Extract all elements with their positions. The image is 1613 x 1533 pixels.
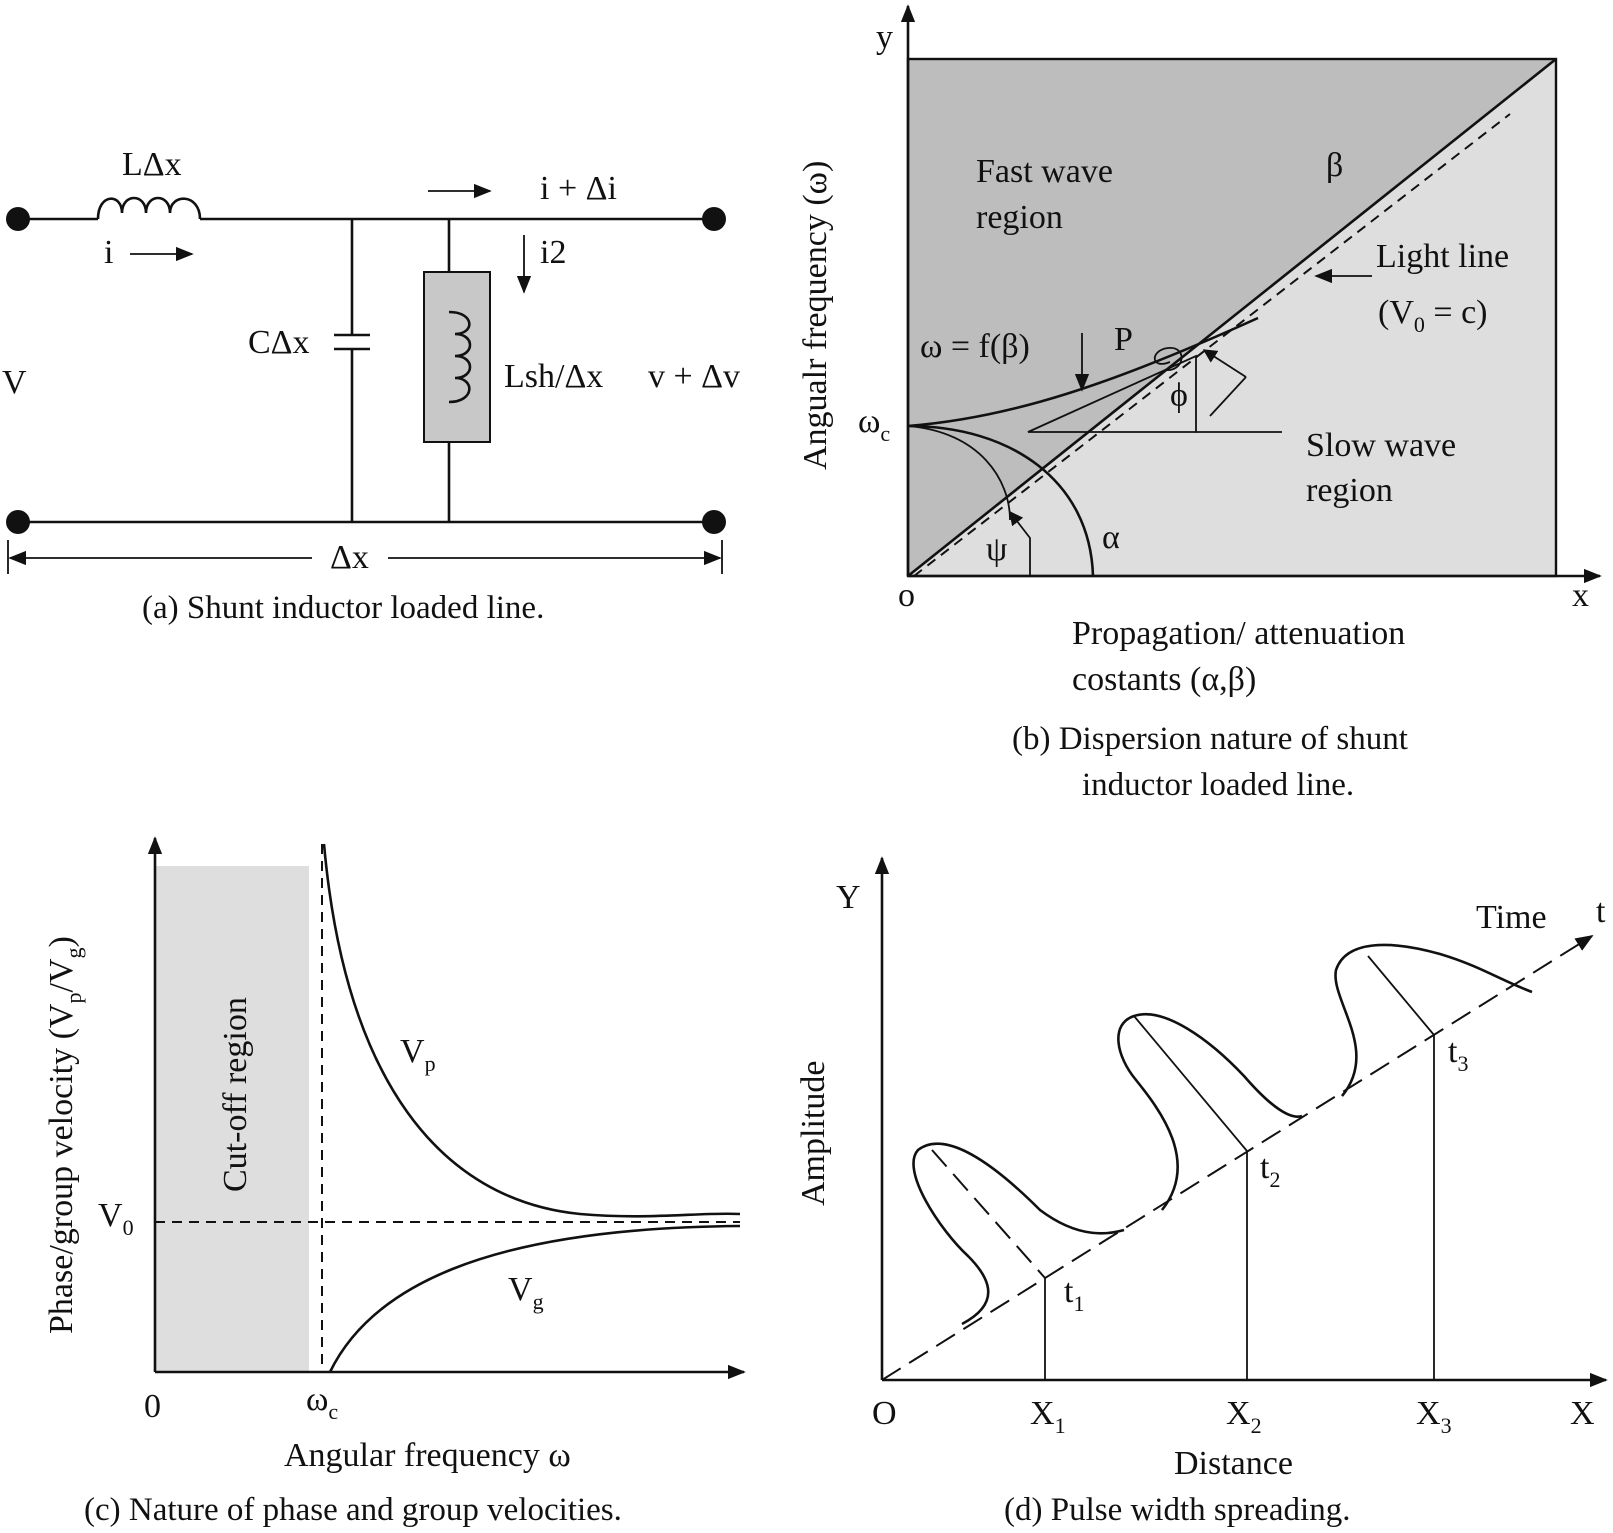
pulse-2	[1117, 1013, 1303, 1211]
series-inductor-coil	[96, 196, 202, 220]
light-line-label: Light line	[1376, 238, 1509, 275]
phi-angle-bracket	[1209, 376, 1247, 417]
capacitor-plates	[334, 333, 370, 351]
cutoff-region	[155, 866, 309, 1372]
t3-label: t3	[1448, 1033, 1468, 1076]
panel-b-caption-line2: inductor loaded line.	[1082, 767, 1354, 803]
panel-c-caption: (c) Nature of phase and group velocities…	[84, 1492, 622, 1528]
current-out-label: i + Δi	[540, 170, 617, 207]
x2-label: X2	[1226, 1395, 1262, 1438]
current-in-label: i	[104, 234, 113, 271]
fast-region-label-line2: region	[976, 199, 1063, 236]
cutoff-region-label: Cut-off region	[217, 997, 254, 1192]
y-axis-letter: y	[876, 19, 893, 56]
v0-label: V0	[98, 1197, 134, 1240]
y-axis-label: Amplitude	[795, 1061, 832, 1206]
x3-label: X3	[1416, 1395, 1452, 1438]
shunt-inductor-label: Lsh/Δx	[504, 358, 603, 395]
time-axis	[881, 935, 1594, 1381]
pulse-1	[912, 1142, 1125, 1326]
psi-angle-arrow	[1009, 510, 1031, 576]
voltage-out-label: v + Δv	[648, 358, 740, 395]
light-line-equation: (V0 = c)	[1378, 294, 1487, 337]
fast-region-label-line1: Fast wave	[976, 153, 1113, 190]
t-axis-letter: t	[1596, 893, 1606, 930]
capacitor-label: CΔx	[248, 324, 310, 361]
voltage-in-label: V	[2, 364, 27, 401]
dispersion-curve	[907, 316, 1259, 428]
t2-label: t2	[1260, 1149, 1280, 1192]
zero-label: 0	[144, 1388, 161, 1425]
y-axis-letter: Y	[836, 879, 861, 916]
slow-region-label-line1: Slow wave	[1306, 427, 1456, 464]
beta-label: β	[1326, 147, 1343, 184]
panel-d-pulse: Y X O Amplitude Distance Time t t1 t2 t3…	[795, 856, 1608, 1528]
panel-b-dispersion: y x o Angualr frequency (ω) Propagation/…	[797, 4, 1602, 803]
phi-angle-arrow	[1202, 349, 1247, 378]
pulse-1-peak-line	[931, 1149, 1046, 1279]
x1-label: X1	[1030, 1395, 1066, 1438]
beta-line	[907, 57, 1557, 578]
origin-label: O	[872, 1395, 897, 1432]
pulse-3	[1334, 943, 1533, 1097]
y-axis-label: Angualr frequency (ω)	[797, 161, 834, 470]
tangent-triangle	[1027, 354, 1197, 433]
y-axis-label: Phase/group velocity (Vp/Vg)	[43, 936, 86, 1334]
alpha-curve	[907, 424, 1095, 577]
length-label: Δx	[330, 539, 369, 576]
panel-d-caption: (d) Pulse width spreading.	[1004, 1492, 1350, 1528]
x-axis-label-line1: Propagation/ attenuation	[1072, 615, 1405, 652]
panel-c-velocities: Phase/group velocity (Vp/Vg) Cut-off reg…	[43, 836, 746, 1528]
vg-curve	[328, 1224, 741, 1373]
omega-c-label: ωc	[306, 1381, 338, 1424]
x-axis-letter: x	[1572, 577, 1589, 614]
panel-a-caption: (a) Shunt inductor loaded line.	[142, 590, 544, 626]
vp-curve	[322, 843, 741, 1218]
origin-label: o	[898, 577, 915, 614]
point-p-label: P	[1114, 321, 1133, 358]
panel-a-circuit: LΔx i i + Δi i2 CΔx Lsh/Δx V v + Δv Δx (…	[2, 146, 740, 626]
dispersion-curve-lower	[907, 425, 1011, 521]
curve-label: ω = f(β)	[920, 328, 1030, 365]
pulse-3-peak-line	[1367, 955, 1435, 1036]
phi-label: ϕ	[1170, 377, 1188, 414]
pulse-2-peak-line	[1133, 1015, 1248, 1152]
vp-label: Vp	[400, 1033, 436, 1076]
panel-b-caption-line1: (b) Dispersion nature of shunt	[1012, 721, 1408, 757]
time-label: Time	[1476, 899, 1547, 936]
omega-c-label: ωc	[858, 403, 890, 446]
slow-region-label-line2: region	[1306, 472, 1393, 509]
x-axis-label-line2: costants (α,β)	[1072, 661, 1256, 698]
light-line	[913, 113, 1511, 577]
shunt-current-label: i2	[540, 234, 566, 271]
series-inductor-label: LΔx	[122, 146, 182, 183]
x-axis-letter: X	[1570, 1395, 1595, 1432]
vg-label: Vg	[508, 1271, 544, 1314]
x-axis-label: Distance	[1174, 1445, 1293, 1482]
shunt-inductor-coil	[448, 310, 472, 404]
t1-label: t1	[1064, 1273, 1084, 1316]
alpha-label: α	[1102, 519, 1120, 556]
psi-label: ψ	[986, 531, 1007, 568]
point-p-loop	[1153, 347, 1183, 371]
x-axis-label: Angular frequency ω	[284, 1437, 571, 1474]
